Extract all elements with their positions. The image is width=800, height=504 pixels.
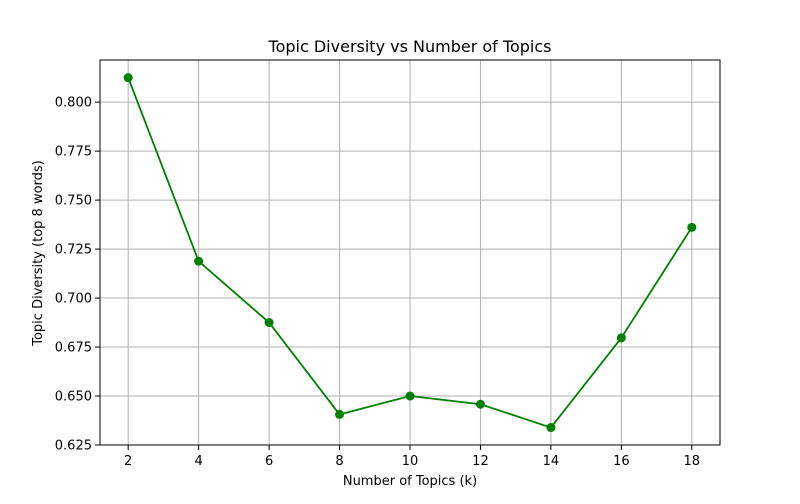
data-point bbox=[264, 318, 274, 328]
grid bbox=[100, 60, 720, 446]
x-tick-label: 18 bbox=[684, 454, 701, 469]
x-tick-label: 6 bbox=[265, 454, 273, 469]
data-point bbox=[405, 391, 415, 401]
chart-title: Topic Diversity vs Number of Topics bbox=[268, 37, 552, 56]
x-tick-label: 12 bbox=[472, 454, 489, 469]
y-tick-label: 0.700 bbox=[55, 292, 92, 307]
data-point bbox=[335, 409, 345, 419]
x-tick-label: 10 bbox=[402, 454, 419, 469]
ticks: 2 4 6 8 10 12 14 16 18 0.625 0.650 0.675 0.700 0.725 0… bbox=[55, 96, 700, 469]
data-point bbox=[475, 399, 485, 409]
y-axis-label: Topic Diversity (top 8 words) bbox=[31, 160, 46, 347]
data-point bbox=[687, 222, 697, 232]
x-tick-label: 4 bbox=[194, 454, 202, 469]
y-tick-label: 0.650 bbox=[55, 390, 92, 405]
y-tick-label: 0.625 bbox=[55, 439, 92, 454]
x-axis-label: Number of Topics (k) bbox=[343, 474, 477, 489]
data-point bbox=[546, 423, 556, 433]
y-tick-label: 0.775 bbox=[55, 145, 92, 160]
x-tick-label: 16 bbox=[613, 454, 630, 469]
x-tick-label: 2 bbox=[124, 454, 132, 469]
data-point bbox=[616, 333, 626, 343]
series bbox=[123, 73, 697, 433]
data-point bbox=[194, 256, 204, 266]
y-tick-label: 0.750 bbox=[55, 194, 92, 209]
y-tick-label: 0.675 bbox=[55, 341, 92, 356]
x-tick-label: 14 bbox=[543, 454, 560, 469]
y-tick-label: 0.800 bbox=[55, 96, 92, 111]
y-tick-label: 0.725 bbox=[55, 243, 92, 258]
x-tick-label: 8 bbox=[335, 454, 343, 469]
data-point bbox=[123, 73, 133, 83]
